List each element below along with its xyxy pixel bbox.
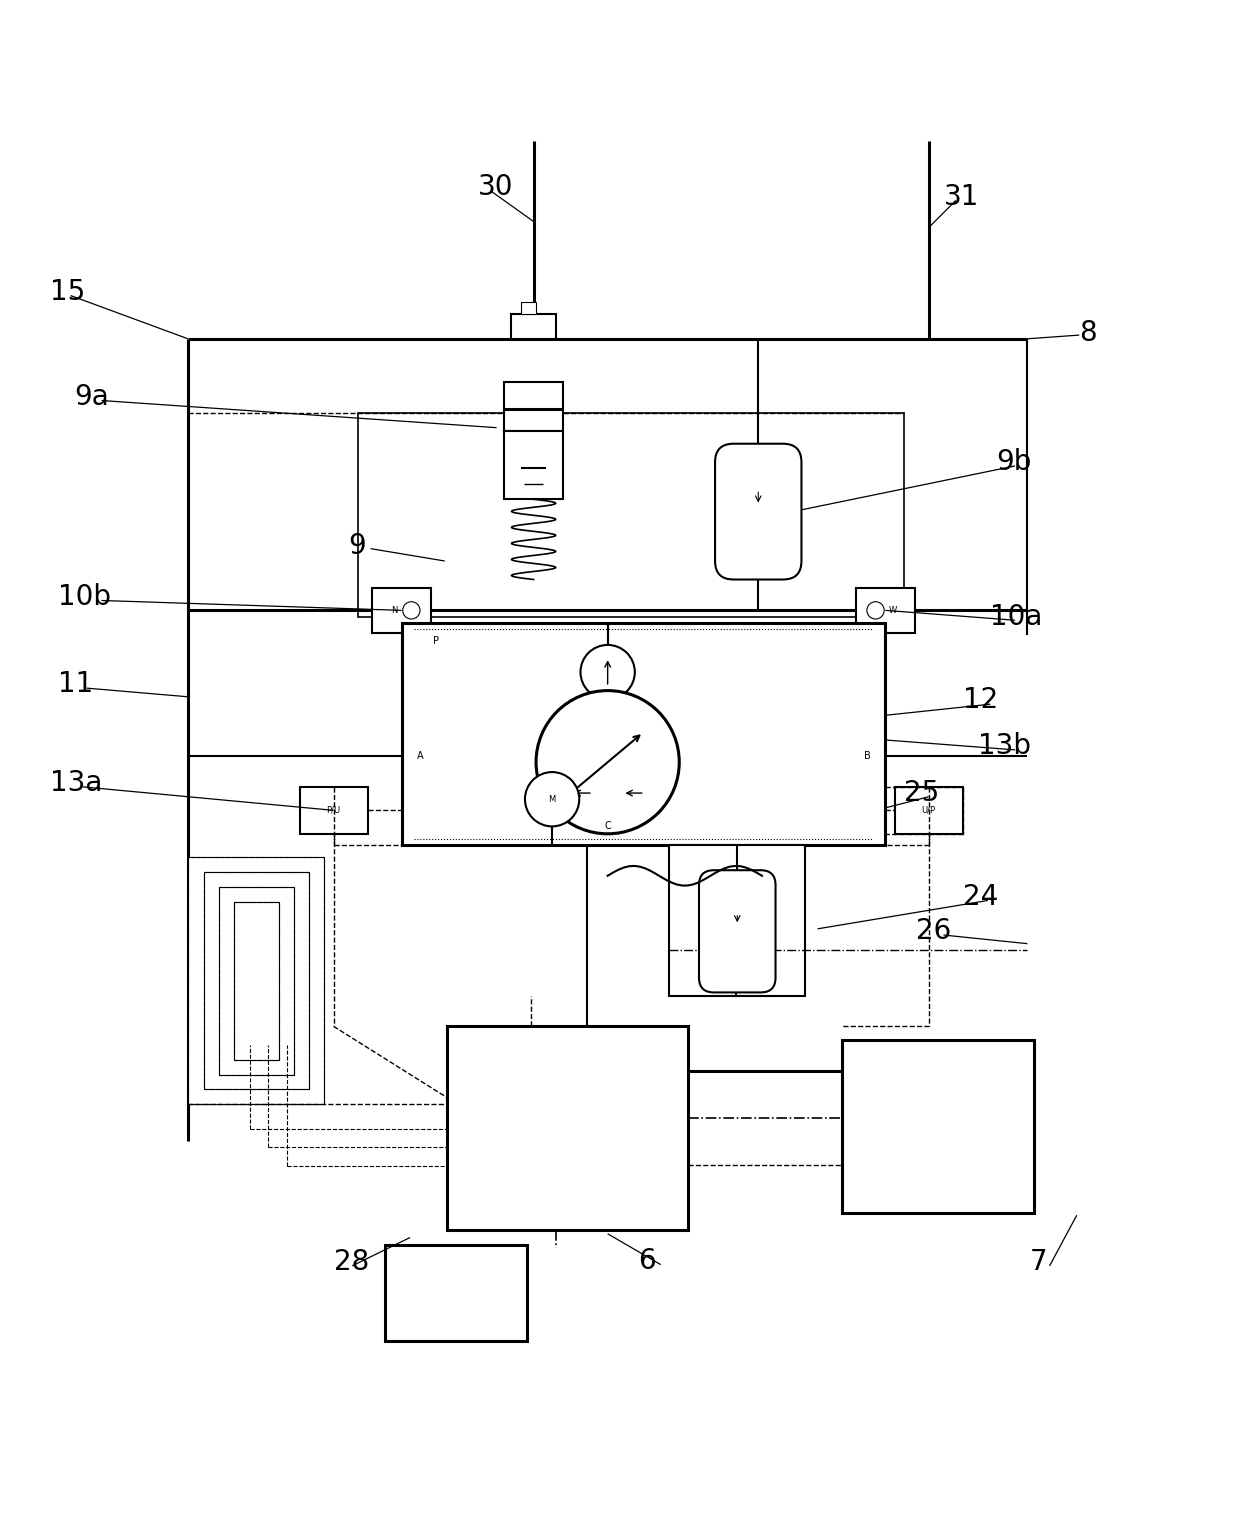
Bar <box>670 845 805 997</box>
Text: 30: 30 <box>479 173 513 200</box>
Bar <box>521 302 536 314</box>
Bar <box>856 589 915 633</box>
Text: C: C <box>604 821 611 831</box>
Text: 13b: 13b <box>978 733 1030 760</box>
Text: 6: 6 <box>639 1247 656 1274</box>
FancyBboxPatch shape <box>715 443 801 579</box>
Circle shape <box>580 705 635 760</box>
Text: 31: 31 <box>944 184 978 211</box>
Text: N: N <box>391 605 397 614</box>
Circle shape <box>867 602 884 619</box>
Text: A: A <box>417 751 423 762</box>
Bar <box>233 901 279 1060</box>
Bar <box>448 1027 688 1230</box>
Text: 25: 25 <box>904 780 939 807</box>
Text: 9b: 9b <box>997 448 1032 476</box>
Bar <box>205 872 309 1089</box>
Text: P/U: P/U <box>326 806 341 815</box>
Bar <box>188 857 324 1104</box>
Text: 11: 11 <box>58 671 93 698</box>
Circle shape <box>525 772 579 827</box>
FancyBboxPatch shape <box>699 871 775 992</box>
Text: 13a: 13a <box>50 769 102 798</box>
Text: 12: 12 <box>963 687 998 715</box>
Bar <box>503 431 563 499</box>
Bar <box>300 787 367 834</box>
Text: 26: 26 <box>916 918 951 945</box>
Bar <box>218 887 294 1074</box>
Text: 24: 24 <box>963 883 998 910</box>
Bar <box>386 1245 527 1341</box>
Text: P: P <box>433 636 439 646</box>
Bar <box>372 589 432 633</box>
Text: 28: 28 <box>334 1248 368 1276</box>
Circle shape <box>403 602 420 619</box>
Bar <box>503 382 563 431</box>
Text: M: M <box>548 795 556 804</box>
Bar <box>402 622 885 845</box>
Text: 10b: 10b <box>58 583 112 611</box>
Text: 9a: 9a <box>74 382 109 411</box>
Bar <box>895 787 962 834</box>
Bar <box>511 314 556 338</box>
Text: 15: 15 <box>50 278 84 306</box>
Text: W: W <box>889 605 897 614</box>
Bar <box>842 1041 1033 1212</box>
Text: B: B <box>863 751 870 762</box>
Circle shape <box>536 690 680 834</box>
Text: 7: 7 <box>1030 1248 1048 1276</box>
Bar <box>358 413 904 616</box>
Text: U/P: U/P <box>921 806 936 815</box>
Text: 9: 9 <box>348 532 366 560</box>
Text: 10a: 10a <box>991 602 1043 631</box>
Text: 8: 8 <box>1079 319 1097 346</box>
Circle shape <box>580 645 635 699</box>
